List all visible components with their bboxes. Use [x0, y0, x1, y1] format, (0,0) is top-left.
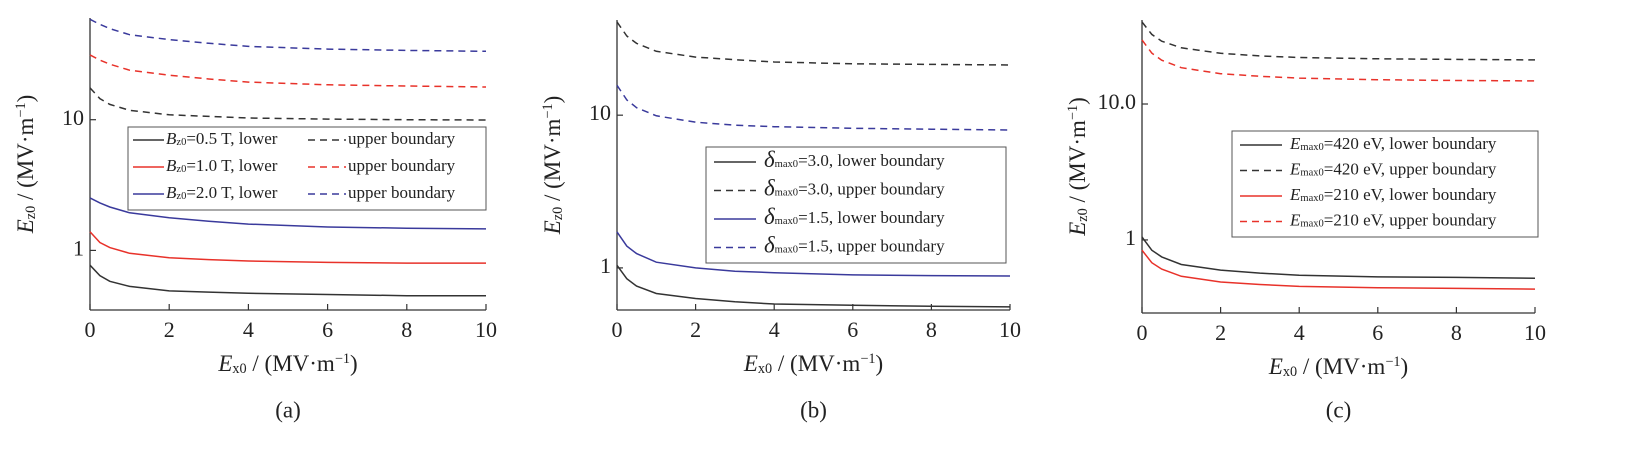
legend-box — [705, 146, 1007, 264]
series-line — [89, 54, 487, 88]
legend-label: δmax0=3.0, lower boundary — [764, 147, 945, 172]
y-axis-label: Ez0 / (MV·m−1) — [13, 95, 39, 235]
x-tick-label: 4 — [1294, 320, 1305, 345]
x-tick-label: 10 — [999, 317, 1021, 342]
series-line — [1141, 249, 1536, 290]
y-tick-label: 10 — [589, 100, 611, 125]
series-line — [1141, 236, 1536, 279]
x-tick-label: 6 — [322, 317, 333, 342]
series-line — [616, 84, 1011, 131]
x-tick-label: 0 — [85, 317, 96, 342]
y-tick-label: 10 — [62, 105, 84, 130]
y-tick-label: 1 — [600, 253, 611, 278]
x-tick-label: 4 — [243, 317, 254, 342]
legend-label: Bz0=2.0 T, lower — [166, 183, 278, 202]
y-tick-label: 1 — [73, 235, 84, 260]
legend-label: δmax0=1.5, upper boundary — [764, 233, 945, 258]
x-axis-label: Ex0 / (MV·m−1) — [217, 351, 357, 377]
x-tick-label: 8 — [926, 317, 937, 342]
x-tick-label: 2 — [690, 317, 701, 342]
series-line — [616, 231, 1011, 277]
x-tick-label: 6 — [1372, 320, 1383, 345]
series-line — [89, 87, 487, 121]
x-axis-label: Ex0 / (MV·m−1) — [1268, 354, 1408, 380]
series-line — [89, 264, 486, 297]
x-tick-label: 0 — [1137, 320, 1148, 345]
series-line — [89, 231, 486, 264]
x-tick-label: 8 — [401, 317, 412, 342]
legend-label: upper boundary — [348, 183, 456, 202]
legend-label: Emax0=210 eV, upper boundary — [1289, 210, 1497, 229]
x-axis-label: Ex0 / (MV·m−1) — [743, 351, 883, 377]
legend-label: Emax0=420 eV, lower boundary — [1289, 134, 1497, 153]
x-tick-label: 8 — [1451, 320, 1462, 345]
legend-label: δmax0=3.0, upper boundary — [764, 176, 945, 201]
legend-label: upper boundary — [348, 129, 456, 148]
y-axis-label: Ez0 / (MV·m−1) — [540, 96, 566, 236]
x-tick-label: 6 — [847, 317, 858, 342]
legend-label: Emax0=420 eV, upper boundary — [1289, 159, 1497, 178]
legend-box — [127, 126, 487, 211]
y-tick-label: 10.0 — [1098, 89, 1137, 114]
caption: (a) — [275, 397, 301, 422]
x-tick-label: 10 — [1524, 320, 1546, 345]
x-tick-label: 2 — [1215, 320, 1226, 345]
x-tick-label: 0 — [612, 317, 623, 342]
series-line — [89, 18, 487, 53]
series-line — [89, 197, 487, 230]
legend-label: Bz0=0.5 T, lower — [166, 129, 278, 148]
legend-label: δmax0=1.5, lower boundary — [764, 204, 945, 229]
series-line — [616, 264, 1011, 308]
legend-label: Emax0=210 eV, lower boundary — [1289, 185, 1497, 204]
x-tick-label: 2 — [164, 317, 175, 342]
y-axis-label: Ez0 / (MV·m−1) — [1065, 97, 1091, 237]
caption: (b) — [800, 397, 827, 422]
x-tick-label: 4 — [769, 317, 780, 342]
x-tick-label: 10 — [475, 317, 497, 342]
legend-label: Bz0=1.0 T, lower — [166, 156, 278, 175]
y-tick-label: 1 — [1125, 225, 1136, 250]
legend-box — [1231, 130, 1539, 238]
caption: (c) — [1326, 397, 1352, 422]
series-line — [1141, 39, 1536, 82]
series-line — [1141, 21, 1536, 61]
legend-label: upper boundary — [348, 156, 456, 175]
series-line — [616, 21, 1011, 66]
